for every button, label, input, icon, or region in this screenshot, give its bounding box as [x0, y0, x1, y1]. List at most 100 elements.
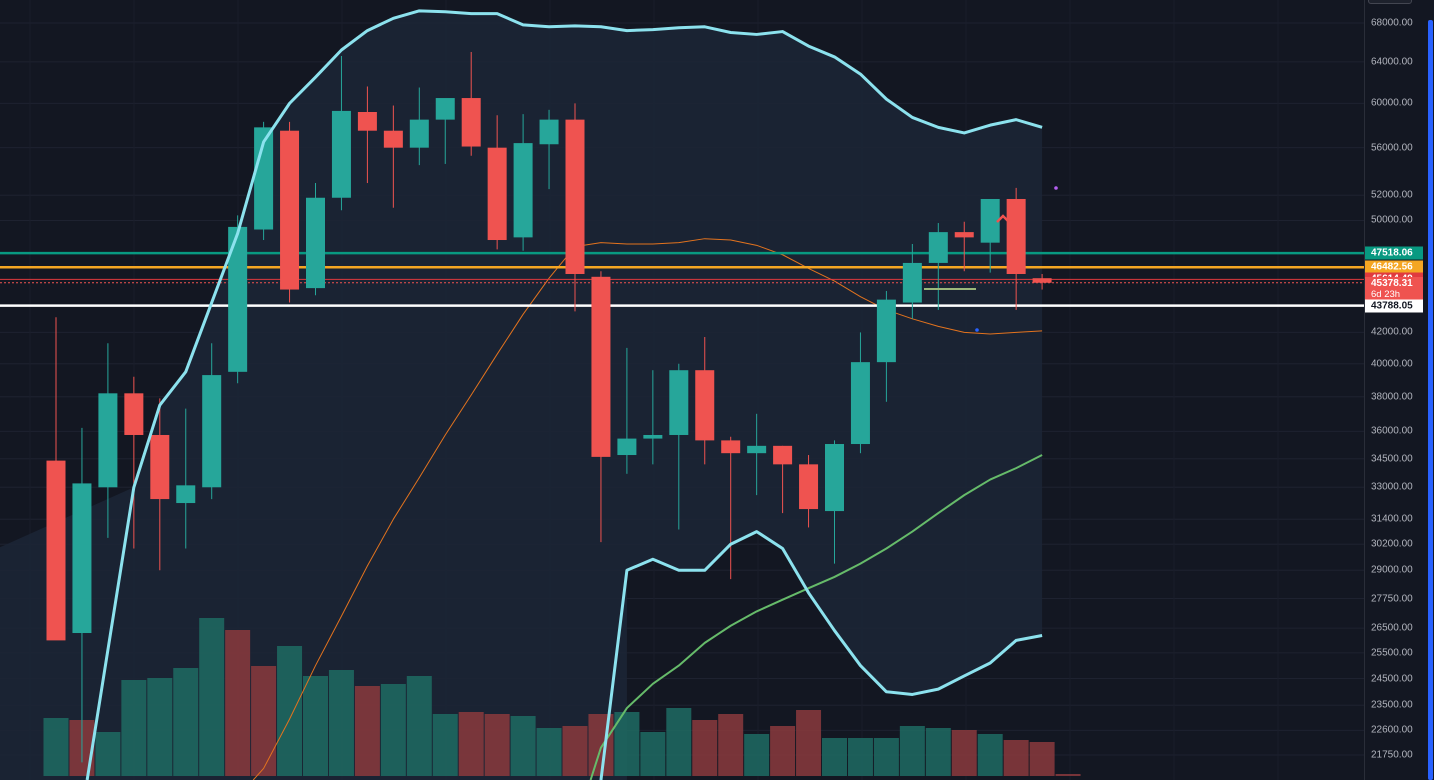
price-badge: 46482.56 [1365, 260, 1423, 274]
volume-bar [692, 720, 718, 776]
volume-bar [1055, 774, 1081, 776]
volume-bar [822, 738, 847, 776]
volume-bar [925, 728, 951, 776]
candle-body [254, 127, 274, 230]
candle-body [1032, 278, 1052, 283]
y-tick-label: 34500.00 [1371, 453, 1413, 465]
y-tick-label: 23500.00 [1371, 699, 1413, 711]
candle-body [643, 434, 663, 439]
volume-bar [147, 678, 173, 776]
candle-body [850, 362, 870, 445]
candle-body [124, 393, 144, 435]
y-tick-label: 68000.00 [1371, 17, 1413, 29]
candle-body [435, 98, 455, 120]
volume-bar [562, 726, 588, 776]
volume-bar [796, 710, 822, 776]
volume-bar [406, 676, 432, 776]
scrollbar[interactable] [1427, 0, 1434, 780]
chart-settings-button[interactable] [1368, 0, 1412, 4]
signal-dot [1054, 186, 1058, 190]
candle-body [1006, 198, 1026, 275]
candle-body [176, 485, 196, 504]
y-tick-label: 60000.00 [1371, 97, 1413, 109]
candle-body [357, 111, 377, 131]
candle-body [928, 232, 948, 263]
volume-bar [718, 714, 744, 776]
candle-body [980, 198, 1000, 243]
volume-bar [432, 714, 458, 776]
candle-body [46, 460, 66, 641]
price-axis[interactable]: 68000.00 64000.00 60000.00 56000.00 52000.00… [1364, 0, 1427, 780]
candle-body [280, 130, 300, 290]
candle-body [98, 393, 118, 488]
volume-bar [951, 730, 977, 776]
candle-body [461, 98, 481, 147]
volume-bar [640, 732, 666, 776]
candle-body [228, 226, 248, 372]
candle-body [331, 110, 351, 198]
moving-average-line [589, 454, 1043, 780]
volume-bar [614, 712, 640, 776]
volume-bar [251, 666, 277, 776]
volume-bar [121, 680, 147, 776]
candle-body [669, 370, 689, 435]
volume-bar [666, 708, 692, 776]
volume-bar [95, 732, 121, 776]
y-tick-label: 52000.00 [1371, 189, 1413, 201]
price-badge-value: 45378.31 [1371, 277, 1413, 289]
volume-bar [173, 668, 199, 776]
volume-bar [510, 716, 536, 776]
volume-bar [744, 734, 770, 776]
candle-body [306, 197, 325, 289]
price-badge: 43788.05 [1365, 299, 1423, 313]
volume-bar [328, 670, 354, 776]
volume-bar [380, 684, 406, 776]
price-badge: 47518.06 [1365, 246, 1423, 260]
candle-body [799, 464, 819, 510]
candle-body [487, 147, 507, 241]
volume-bar [536, 728, 562, 776]
volume-bar [899, 726, 925, 776]
volume-bar [484, 714, 510, 776]
y-tick-label: 26500.00 [1371, 622, 1413, 634]
candle-body [747, 445, 767, 454]
volume-bar [1029, 742, 1055, 776]
volume-bar [458, 712, 484, 776]
y-tick-label: 29000.00 [1371, 564, 1413, 576]
y-tick-label: 22600.00 [1371, 724, 1413, 736]
candle-body [773, 445, 793, 465]
candle-body [695, 370, 715, 441]
volume-bar [354, 686, 380, 776]
y-tick-label: 27750.00 [1371, 593, 1413, 605]
candle-body [72, 483, 92, 634]
y-tick-label: 64000.00 [1371, 56, 1413, 68]
signal-dot [975, 328, 979, 332]
volume-bar [225, 630, 251, 776]
y-tick-label: 56000.00 [1371, 142, 1413, 154]
bollinger-lower-line [599, 530, 1043, 780]
y-tick-label: 21750.00 [1371, 749, 1413, 761]
candle-body [150, 434, 170, 500]
y-tick-label: 30200.00 [1371, 538, 1413, 550]
y-tick-label: 42000.00 [1371, 326, 1413, 338]
signal-arrow [996, 214, 1010, 223]
candle-body [876, 299, 896, 363]
scrollbar-thumb[interactable] [1428, 20, 1433, 780]
candle-body [383, 130, 403, 148]
volume-bar [1003, 740, 1029, 776]
candle-countdown: 6d 23h [1371, 288, 1401, 300]
y-tick-label: 40000.00 [1371, 358, 1413, 370]
candle-body [721, 440, 741, 454]
candle-body [513, 143, 533, 238]
volume-bar [977, 734, 1003, 776]
candle-body [591, 276, 611, 457]
candle-body [565, 119, 585, 275]
y-tick-label: 36000.00 [1371, 425, 1413, 437]
volume-bar [43, 718, 69, 776]
candle-body [539, 119, 559, 145]
volume-bar [770, 726, 796, 776]
volume-bar [588, 714, 614, 776]
candle-body [617, 438, 637, 456]
y-tick-label: 24500.00 [1371, 673, 1413, 685]
